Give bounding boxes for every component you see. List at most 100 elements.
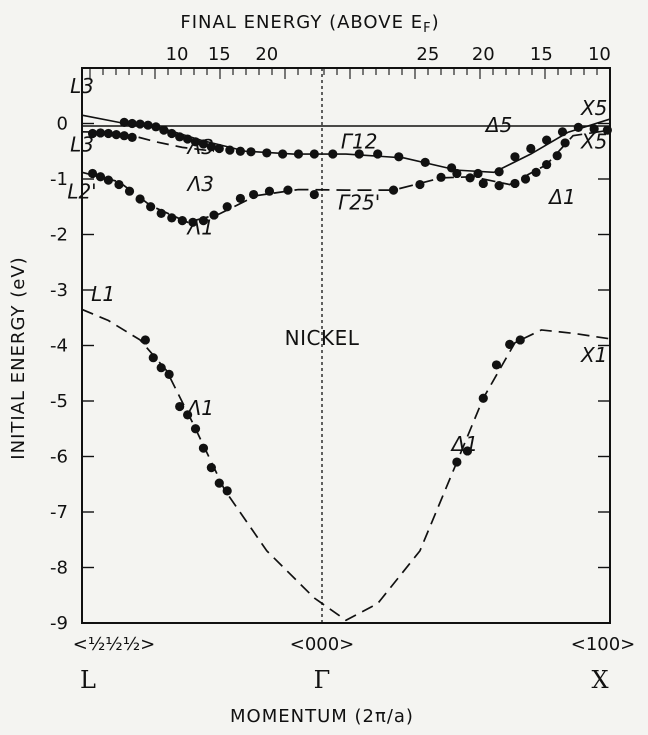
- data-point: [87, 128, 98, 139]
- band-label: X5: [580, 96, 607, 120]
- bottom-tick-right: <100>: [571, 634, 636, 655]
- band-label: Δ1: [547, 185, 575, 209]
- top-tick-label-left: 15: [208, 44, 231, 65]
- data-point: [510, 152, 520, 162]
- y-ticks: 0 -1 -2 -3 -4 -5 -6 -7 -8 -9: [50, 114, 610, 634]
- data-point: [494, 167, 504, 177]
- data-point: [119, 131, 129, 141]
- data-point: [175, 401, 185, 412]
- top-tick-label-right: 10: [588, 44, 611, 65]
- y-tick-label: -8: [50, 558, 68, 579]
- data-point: [214, 143, 224, 154]
- band-curve: [81, 308, 611, 622]
- top-axis-title-main: FINAL ENERGY (ABOVE E: [180, 12, 423, 33]
- data-point: [462, 446, 473, 456]
- data-point: [452, 457, 462, 467]
- data-point: [542, 135, 552, 145]
- data-point: [190, 137, 201, 147]
- data-point: [246, 147, 256, 157]
- data-point: [494, 181, 504, 191]
- y-tick-label: -2: [50, 225, 68, 246]
- data-point: [198, 139, 209, 149]
- data-point: [87, 168, 98, 179]
- data-point: [209, 210, 219, 220]
- data-point: [140, 335, 150, 345]
- data-point: [188, 217, 198, 227]
- band-label: X5: [580, 129, 607, 153]
- top-tick-label-right: 25: [416, 44, 439, 65]
- data-point: [420, 157, 430, 167]
- data-point: [602, 125, 612, 135]
- top-tick-label-left: 20: [255, 44, 278, 65]
- data-point: [309, 149, 319, 159]
- data-point: [111, 130, 121, 140]
- y-tick-label: -5: [50, 391, 68, 412]
- data-point: [249, 189, 259, 200]
- data-point: [167, 213, 177, 223]
- top-axis-title-close: ): [432, 12, 440, 33]
- data-point: [183, 134, 193, 144]
- data-point: [151, 122, 161, 132]
- top-axis-title-sub: F: [423, 21, 431, 36]
- data-point: [505, 339, 515, 349]
- data-point: [175, 132, 185, 142]
- data-point: [573, 122, 583, 132]
- data-point: [95, 172, 106, 182]
- data-point: [143, 120, 153, 130]
- data-point: [552, 151, 562, 161]
- band-label: Γ25': [338, 191, 380, 215]
- y-tick-label: 0: [57, 114, 68, 135]
- data-point: [95, 128, 106, 138]
- data-point: [491, 360, 502, 370]
- data-point: [283, 185, 293, 195]
- top-tick-label-right: 20: [472, 44, 495, 65]
- band-label: Λ1: [186, 216, 214, 240]
- bottom-symbol-gamma: Γ: [314, 666, 331, 694]
- data-point: [124, 186, 135, 196]
- data-point: [167, 128, 177, 139]
- data-point: [510, 178, 520, 189]
- bottom-symbol-l: L: [80, 666, 96, 694]
- data-point: [515, 335, 525, 345]
- bottom-tick-center: <000>: [290, 634, 355, 655]
- data-point: [328, 149, 338, 159]
- band-label: X1: [580, 343, 607, 367]
- band-label: Δ5: [484, 113, 512, 137]
- data-point: [531, 167, 541, 177]
- band-label: Γ12: [341, 129, 378, 153]
- data-point: [452, 168, 462, 179]
- data-point: [235, 193, 245, 204]
- band-label: L3: [70, 132, 94, 156]
- data-point: [262, 148, 272, 158]
- data-point: [198, 443, 209, 453]
- data-point: [520, 174, 531, 184]
- data-point: [148, 353, 158, 363]
- data-point: [190, 424, 201, 434]
- data-point: [473, 168, 483, 179]
- bottom-symbol-x: X: [591, 666, 608, 694]
- data-point: [225, 145, 235, 155]
- data-point: [103, 175, 113, 185]
- data-point: [177, 216, 187, 226]
- bottom-tick-left: <½½½>: [73, 634, 156, 655]
- data-point: [354, 149, 364, 159]
- data-point: [156, 363, 166, 373]
- data-point: [293, 149, 304, 159]
- data-point: [557, 127, 568, 137]
- data-point: [114, 179, 124, 190]
- data-point: [127, 132, 137, 142]
- data-point: [183, 410, 193, 420]
- top-tick-label-right: 15: [530, 44, 553, 65]
- top-ticks: 10 15 20 25 20 15 10: [89, 44, 611, 79]
- band-label: Λ1: [186, 396, 214, 420]
- data-point: [206, 463, 216, 473]
- y-tick-label: -6: [50, 447, 68, 468]
- data-point: [394, 152, 404, 162]
- data-point: [159, 125, 169, 135]
- data-point: [478, 393, 488, 403]
- data-point: [278, 149, 288, 159]
- y-tick-label: -4: [50, 336, 68, 357]
- band-label: L3: [70, 74, 94, 98]
- top-axis-title: FINAL ENERGY (ABOVE EF): [180, 12, 439, 36]
